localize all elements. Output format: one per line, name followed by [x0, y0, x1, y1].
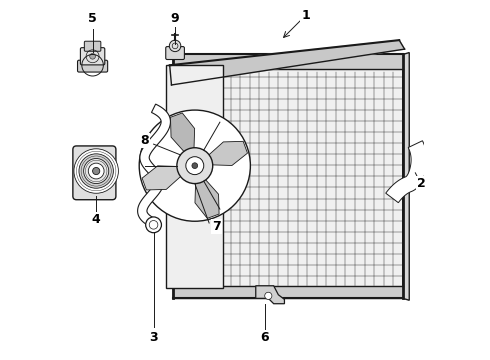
Circle shape — [74, 149, 119, 193]
FancyBboxPatch shape — [73, 146, 116, 200]
Text: 2: 2 — [417, 177, 426, 190]
Polygon shape — [403, 53, 409, 300]
Polygon shape — [171, 113, 195, 152]
Text: 8: 8 — [140, 134, 149, 147]
Circle shape — [139, 110, 250, 221]
Polygon shape — [256, 286, 285, 304]
Polygon shape — [195, 179, 219, 219]
Polygon shape — [166, 65, 223, 288]
Text: 3: 3 — [149, 331, 158, 344]
Text: 5: 5 — [88, 12, 97, 25]
Circle shape — [192, 163, 197, 168]
Text: 4: 4 — [92, 213, 100, 226]
FancyBboxPatch shape — [80, 48, 105, 65]
Text: 6: 6 — [260, 331, 269, 344]
Polygon shape — [208, 141, 247, 166]
Circle shape — [90, 53, 96, 59]
Polygon shape — [170, 40, 405, 85]
Text: 9: 9 — [171, 12, 179, 25]
Circle shape — [265, 292, 272, 300]
Circle shape — [170, 40, 181, 51]
Text: 1: 1 — [301, 9, 310, 22]
Polygon shape — [142, 166, 181, 190]
Circle shape — [88, 163, 104, 179]
Polygon shape — [386, 141, 427, 203]
Polygon shape — [173, 54, 403, 298]
FancyBboxPatch shape — [166, 46, 184, 59]
Circle shape — [146, 217, 161, 233]
Polygon shape — [138, 104, 171, 227]
Circle shape — [79, 154, 113, 188]
FancyBboxPatch shape — [84, 41, 101, 51]
Circle shape — [93, 167, 100, 175]
Text: 7: 7 — [212, 220, 220, 233]
Circle shape — [84, 158, 109, 184]
FancyBboxPatch shape — [77, 60, 108, 72]
Circle shape — [177, 148, 213, 184]
Circle shape — [186, 157, 204, 175]
